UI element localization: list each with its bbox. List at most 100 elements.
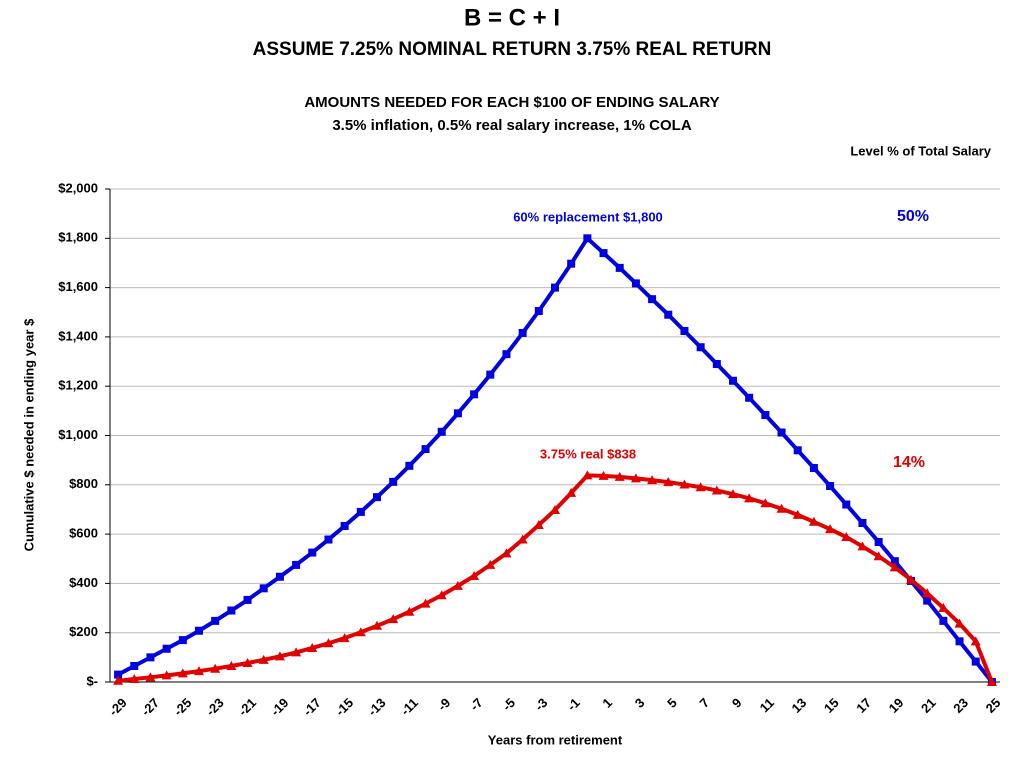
x-tick-label: -27: [138, 695, 162, 719]
marker: [793, 446, 802, 455]
marker: [566, 487, 577, 497]
marker: [146, 653, 155, 662]
marker: [372, 620, 382, 630]
marker: [356, 507, 365, 516]
chart-heading: AMOUNTS NEEDED FOR EACH $100 OF ENDING S…: [304, 94, 719, 111]
x-tick-label: 11: [757, 695, 777, 715]
marker: [292, 560, 301, 569]
marker: [615, 263, 624, 272]
marker: [809, 464, 818, 473]
annotation: 50%: [897, 208, 929, 225]
marker: [630, 473, 641, 483]
marker: [211, 616, 220, 625]
marker: [906, 574, 916, 584]
marker: [243, 595, 252, 604]
x-tick-label: -29: [106, 695, 130, 719]
y-tick-label: $800: [69, 476, 98, 491]
marker: [599, 249, 608, 258]
marker: [308, 548, 317, 557]
marker: [307, 642, 318, 652]
y-tick-label: $-: [86, 673, 98, 688]
marker: [501, 548, 512, 558]
marker: [857, 541, 868, 551]
marker: [986, 677, 997, 686]
marker: [826, 482, 835, 491]
marker: [470, 390, 479, 399]
marker: [420, 598, 431, 608]
marker: [291, 647, 302, 657]
y-tick-label: $1,400: [58, 328, 98, 343]
marker: [227, 606, 236, 615]
marker: [567, 259, 576, 268]
marker: [711, 485, 722, 495]
marker: [712, 360, 721, 369]
marker: [679, 479, 690, 489]
marker: [858, 519, 867, 528]
marker: [614, 471, 625, 481]
x-tick-label: 7: [697, 695, 713, 711]
marker: [728, 489, 738, 499]
marker: [695, 482, 706, 492]
marker: [663, 477, 674, 487]
annotation: 14%: [893, 454, 925, 471]
y-tick-label: $1,200: [58, 378, 98, 393]
marker: [258, 654, 269, 664]
x-tick-label: 15: [821, 695, 842, 716]
marker: [389, 477, 398, 486]
marker: [517, 534, 528, 544]
x-tick-label: 19: [886, 695, 907, 716]
marker: [518, 328, 527, 337]
marker: [922, 588, 933, 598]
y-tick-label: $1,600: [58, 279, 98, 294]
marker: [404, 606, 415, 616]
marker: [324, 535, 333, 544]
marker: [680, 326, 689, 335]
x-tick-label: -19: [268, 695, 292, 719]
marker: [776, 503, 787, 513]
marker: [808, 516, 819, 526]
marker: [745, 393, 754, 402]
marker: [648, 295, 657, 304]
marker: [242, 658, 253, 668]
x-tick-label: 3: [632, 695, 648, 711]
marker: [534, 307, 543, 316]
x-tick-label: 9: [729, 695, 745, 711]
marker: [744, 493, 755, 503]
x-tick-label: -17: [300, 695, 324, 719]
x-tick-label: -21: [235, 695, 259, 719]
marker: [923, 596, 932, 605]
marker: [583, 234, 592, 243]
x-tick-label: -11: [398, 695, 421, 718]
x-tick-label: -15: [332, 695, 356, 719]
marker: [955, 637, 964, 646]
marker: [178, 636, 187, 645]
y-tick-label: $1,800: [58, 230, 98, 245]
marker: [551, 283, 559, 292]
marker: [954, 618, 965, 628]
x-tick-label: -3: [532, 695, 551, 714]
marker: [485, 559, 496, 569]
marker: [970, 636, 981, 646]
x-axis-label: Years from retirement: [488, 732, 623, 747]
marker: [113, 675, 124, 685]
x-tick-label: -25: [171, 695, 195, 719]
chart-subheading: 3.5% inflation, 0.5% real salary increas…: [332, 117, 691, 134]
chart-subtitle: ASSUME 7.25% NOMINAL RETURN 3.75% REAL R…: [253, 39, 772, 60]
marker: [469, 571, 480, 581]
marker: [550, 504, 560, 514]
x-tick-label: -9: [435, 695, 454, 714]
x-tick-label: 1: [599, 695, 615, 711]
marker: [259, 584, 268, 593]
marker: [647, 475, 658, 485]
marker: [145, 672, 156, 682]
marker: [405, 461, 414, 470]
series: [114, 234, 996, 686]
marker: [226, 660, 237, 670]
x-tick-label: 13: [789, 695, 810, 716]
marker: [194, 666, 204, 676]
y-tick-label: $600: [69, 526, 98, 541]
marker: [873, 551, 884, 561]
marker: [436, 590, 447, 600]
